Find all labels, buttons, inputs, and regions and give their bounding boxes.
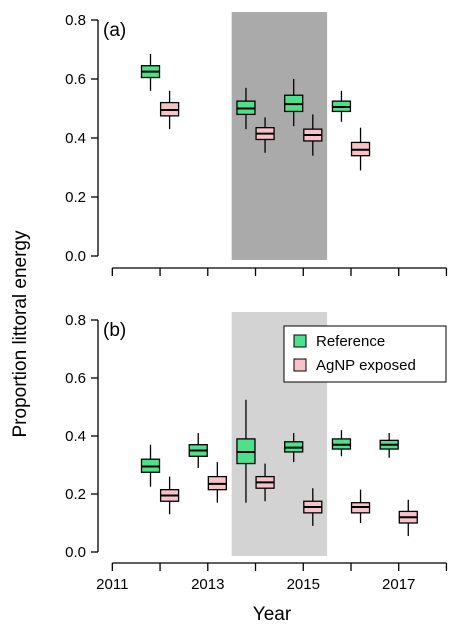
- box-agnp-exposed: [350, 489, 371, 523]
- y-tick-label: 0.2: [65, 189, 86, 206]
- box-reference: [140, 444, 161, 487]
- legend-label-agnp: AgNP exposed: [316, 357, 416, 374]
- panel-tag: (a): [103, 20, 126, 41]
- y-tick-label: 0.4: [65, 428, 86, 445]
- box-reference: [331, 90, 352, 122]
- legend: Reference AgNP exposed: [283, 325, 447, 383]
- y-tick-label: 0.0: [65, 544, 86, 561]
- panel-b: 0.0 0.2 0.4 0.6 0.8 2011 2013 2015 2017 (b): [65, 312, 448, 593]
- x-axis-title: Year: [253, 604, 292, 625]
- x-tick-label: 2013: [191, 576, 224, 593]
- y-axis-title: Proportion littoral energy: [10, 230, 31, 437]
- panel-a: 0.0 0.2 0.4 0.6 0.8 (a): [65, 12, 448, 276]
- x-tick-label: 2011: [96, 576, 128, 593]
- box-reference: [379, 433, 399, 458]
- box-agnp-exposed: [159, 90, 180, 130]
- box-agnp-exposed: [398, 499, 418, 537]
- box-agnp-exposed: [255, 117, 275, 153]
- box-agnp-exposed: [255, 463, 275, 502]
- box-reference: [284, 79, 304, 127]
- y-tick-label: 0.8: [65, 12, 86, 29]
- box-agnp-exposed: [350, 127, 371, 171]
- box-reference: [331, 430, 352, 457]
- x-tick-label: 2017: [382, 576, 415, 593]
- y-tick-label: 0.6: [65, 370, 86, 387]
- panel-tag: (b): [103, 320, 126, 341]
- legend-swatch-reference: [293, 334, 307, 348]
- box-reference: [188, 433, 208, 468]
- box-reference: [236, 399, 256, 503]
- x-tick-label: 2015: [287, 576, 320, 593]
- box-agnp-exposed: [207, 462, 227, 503]
- y-tick-label: 0.6: [65, 71, 86, 88]
- legend-frame: [283, 325, 447, 383]
- y-tick-label: 0.2: [65, 486, 86, 503]
- legend-label-reference: Reference: [316, 333, 385, 350]
- box-agnp-exposed: [303, 488, 323, 526]
- y-tick-label: 0.4: [65, 130, 86, 147]
- box-reference: [284, 433, 304, 463]
- box-agnp-exposed: [159, 476, 180, 515]
- box-reference: [140, 53, 161, 91]
- box-agnp-exposed: [303, 114, 323, 156]
- y-tick-label: 0.8: [65, 312, 86, 329]
- y-tick-label: 0.0: [65, 248, 86, 265]
- box-reference: [236, 87, 256, 130]
- legend-swatch-agnp: [293, 358, 307, 372]
